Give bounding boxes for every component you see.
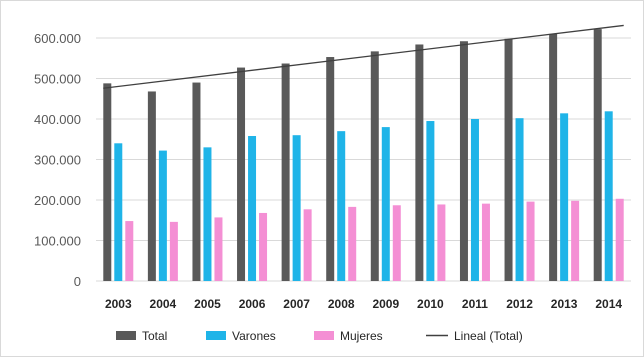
x-tick-label: 2006 bbox=[239, 297, 266, 311]
bar-total bbox=[459, 41, 468, 281]
x-tick-label: 2004 bbox=[150, 297, 177, 311]
bar-mujeres bbox=[571, 200, 580, 281]
bar-varones bbox=[248, 136, 257, 281]
x-tick-label: 2007 bbox=[283, 297, 310, 311]
bar-varones bbox=[515, 118, 524, 281]
bar-mujeres bbox=[214, 217, 223, 281]
bar-mujeres bbox=[303, 209, 312, 281]
y-tick-label: 200.000 bbox=[34, 193, 81, 208]
bar-total bbox=[370, 51, 379, 281]
y-tick-label: 300.000 bbox=[34, 153, 81, 168]
bar-varones bbox=[604, 111, 613, 282]
x-axis: 2003 2004 2005 2006 2007 2008 2009 2010 2011 2012… bbox=[105, 297, 622, 311]
legend-label: Total bbox=[142, 329, 167, 343]
bar-total bbox=[593, 29, 602, 282]
y-tick-label: 0 bbox=[74, 274, 81, 289]
bars bbox=[103, 29, 624, 282]
legend-label: Mujeres bbox=[340, 329, 383, 343]
legend: Total Varones Mujeres Lineal (Total) bbox=[116, 329, 523, 343]
legend-label: Varones bbox=[232, 329, 276, 343]
bar-mujeres bbox=[437, 204, 446, 281]
bar-mujeres bbox=[125, 221, 134, 281]
bar-total bbox=[103, 83, 112, 281]
bar-total bbox=[192, 82, 201, 281]
x-tick-label: 2012 bbox=[506, 297, 533, 311]
legend-swatch-varones bbox=[206, 331, 226, 340]
bar-total bbox=[326, 57, 335, 281]
bar-varones bbox=[158, 150, 167, 281]
bar-varones bbox=[337, 131, 346, 281]
bar-mujeres bbox=[615, 198, 624, 281]
y-tick-label: 500.000 bbox=[34, 72, 81, 87]
x-tick-label: 2011 bbox=[462, 297, 488, 311]
trendline-total bbox=[103, 24, 624, 89]
y-axis: 0 100.000 200.000 300.000 400.000 500.000 600.… bbox=[34, 31, 81, 289]
x-tick-label: 2008 bbox=[328, 297, 355, 311]
trendline bbox=[103, 24, 624, 89]
y-tick-label: 600.000 bbox=[34, 31, 81, 46]
x-tick-label: 2013 bbox=[551, 297, 578, 311]
bar-mujeres bbox=[169, 221, 178, 281]
x-tick-label: 2009 bbox=[372, 297, 399, 311]
legend-swatch-mujeres bbox=[314, 331, 334, 340]
bar-mujeres bbox=[259, 212, 268, 281]
bar-mujeres bbox=[348, 206, 357, 281]
bar-total bbox=[415, 44, 424, 282]
bar-total bbox=[281, 63, 290, 281]
bar-total bbox=[237, 67, 246, 281]
x-tick-label: 2014 bbox=[595, 297, 622, 311]
bar-mujeres bbox=[526, 201, 535, 281]
x-tick-label: 2003 bbox=[105, 297, 132, 311]
bar-total bbox=[504, 38, 513, 282]
bar-mujeres bbox=[481, 203, 490, 281]
bar-varones bbox=[560, 113, 569, 281]
x-tick-label: 2005 bbox=[194, 297, 221, 311]
bar-varones bbox=[203, 147, 212, 281]
x-tick-label: 2010 bbox=[417, 297, 444, 311]
bar-mujeres bbox=[392, 205, 401, 281]
bar-total bbox=[549, 33, 558, 282]
bar-varones bbox=[426, 121, 435, 282]
legend-label: Lineal (Total) bbox=[454, 329, 523, 343]
bar-varones bbox=[381, 127, 390, 281]
bar-varones bbox=[470, 119, 479, 281]
bar-varones bbox=[292, 135, 301, 281]
y-tick-label: 400.000 bbox=[34, 112, 81, 127]
y-tick-label: 100.000 bbox=[34, 234, 81, 249]
bar-varones bbox=[114, 143, 123, 281]
bar-total bbox=[147, 91, 156, 282]
legend-swatch-total bbox=[116, 331, 136, 340]
